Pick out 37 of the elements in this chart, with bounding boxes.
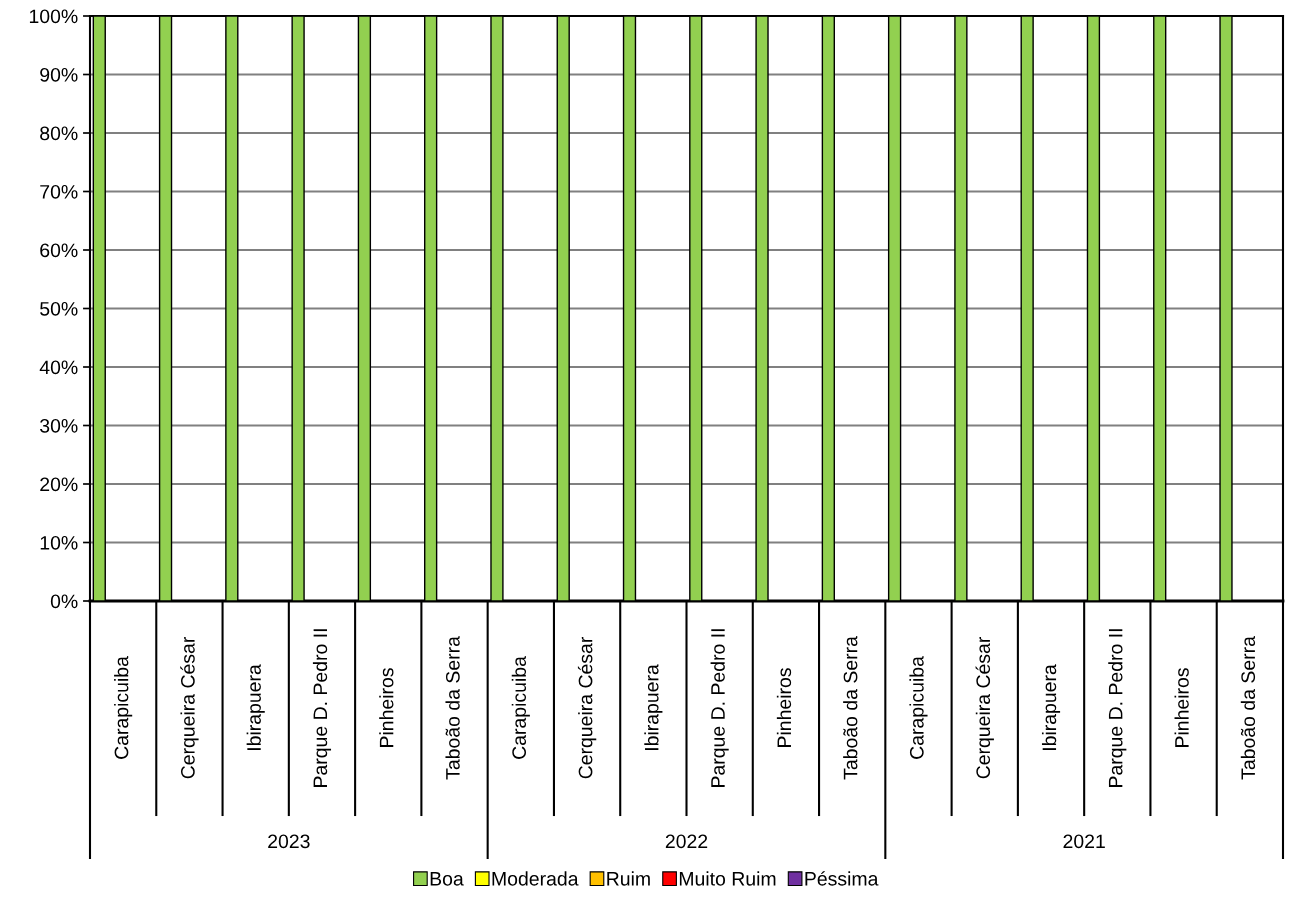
legend-label: Muito Ruim <box>679 871 776 886</box>
y-tick-label: 80% <box>40 126 78 141</box>
y-tick-label: 20% <box>40 477 78 492</box>
legend-label: Ruim <box>607 871 650 886</box>
x-tick-label: Cerqueira César <box>975 636 994 779</box>
x-tick-label: Cerqueira César <box>577 636 597 779</box>
text: 2021 <box>1063 834 1105 849</box>
x-tick-label: Carapicuiba <box>909 656 928 759</box>
y-tick-label: 90% <box>40 67 78 82</box>
legend-label: Boa <box>430 872 464 886</box>
x-tick-label: Pinheiros <box>1174 668 1189 747</box>
x-tick-label: Taboão da Serra <box>1240 636 1256 780</box>
x-tick-label: Taboão da Serra <box>445 636 460 780</box>
x-tick-label: Taboão da Serra <box>843 636 858 780</box>
x-tick-label: Ibirapuera <box>644 664 663 750</box>
x-tick-label: Parque D. Pedro II <box>710 629 729 787</box>
x-tick-label: Ibirapuera <box>1041 664 1061 750</box>
text: 2023 <box>268 834 310 849</box>
x-tick-label: Cerqueira César <box>180 636 199 779</box>
x-tick-label: Carapicuiba <box>511 656 530 759</box>
legend-label: Moderada <box>492 871 579 886</box>
y-tick-label: 30% <box>40 418 78 433</box>
y-tick-label: 100% <box>29 9 78 24</box>
y-tick-label: 0% <box>50 594 78 609</box>
text: 2022 <box>665 834 708 849</box>
legend-label: Péssima <box>805 871 879 886</box>
y-tick-label: 40% <box>39 360 78 375</box>
y-tick-label: 60% <box>40 243 78 258</box>
x-tick-label: Pinheiros <box>776 668 792 747</box>
x-tick-label: Ibirapuera <box>246 664 265 750</box>
x-tick-label: Parque D. Pedro II <box>1108 629 1127 787</box>
y-tick-label: 70% <box>40 184 78 199</box>
y-tick-label: 50% <box>40 301 78 316</box>
y-tick-label: 10% <box>40 535 78 550</box>
x-tick-label: Carapicuiba <box>114 656 133 759</box>
x-tick-label: Parque D. Pedro II <box>312 629 332 787</box>
x-tick-label: Pinheiros <box>379 668 394 747</box>
